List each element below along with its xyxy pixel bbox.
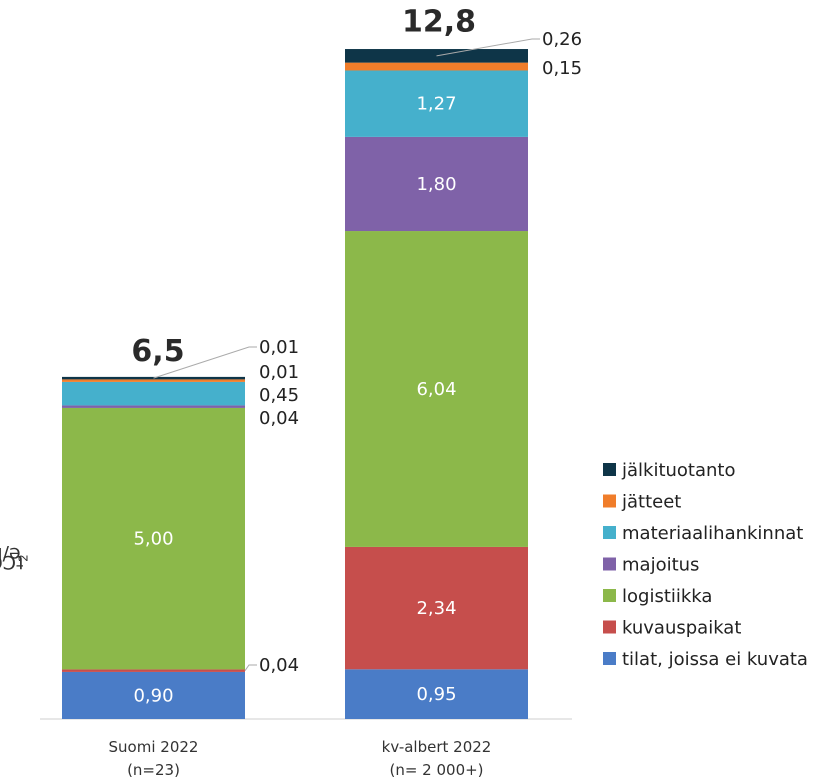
leader-line — [436, 38, 540, 57]
data-label: 1,27 — [416, 94, 456, 115]
total-label: 12,8 — [402, 5, 476, 40]
bar-segment-kv-albert-3 — [345, 136, 528, 232]
bar-segment-suomi-2 — [62, 407, 245, 670]
leader-line — [244, 664, 257, 671]
total-label: 6,5 — [131, 334, 184, 369]
legend-swatch — [603, 589, 616, 602]
data-label: 0,45 — [259, 385, 299, 406]
data-label: 0,15 — [542, 58, 582, 79]
data-label: 0,04 — [259, 655, 299, 676]
bar-segment-suomi-5 — [62, 379, 245, 382]
bar-segment-kv-albert-2 — [345, 231, 528, 547]
legend-label: materiaalihankinnat — [622, 523, 803, 544]
legend-swatch — [603, 652, 616, 665]
leader-line — [153, 346, 257, 379]
data-label: 0,90 — [133, 685, 173, 706]
data-label: 0,01 — [259, 362, 299, 383]
bar-segment-suomi-3 — [62, 405, 245, 408]
data-label: 2,34 — [416, 598, 456, 619]
legend-label: jälkituotanto — [621, 460, 736, 481]
data-label: 0,95 — [416, 684, 456, 705]
category-note: (n= 2 000+) — [389, 761, 483, 779]
bar-segment-kv-albert-4 — [345, 70, 528, 137]
data-label: 0,26 — [542, 29, 582, 50]
legend-swatch — [603, 557, 616, 571]
legend-label: tilat, joissa ei kuvata — [622, 649, 808, 670]
data-label: 0,01 — [259, 337, 299, 358]
legend-label: logistiikka — [622, 586, 712, 607]
data-label: 5,00 — [133, 529, 173, 550]
bar-segment-kv-albert-0 — [345, 669, 528, 719]
data-label: 6,04 — [416, 379, 456, 400]
bar-segment-suomi-0 — [62, 671, 245, 719]
legend-swatch — [603, 620, 616, 634]
legend: jälkituotanto jätteet materiaalihankinnat m… — [603, 460, 808, 670]
data-label: 0,04 — [259, 408, 299, 429]
legend-label: kuvauspaikat — [622, 618, 741, 639]
category-note: (n=23) — [127, 761, 180, 779]
legend-swatch — [603, 526, 616, 539]
category-label: kv-albert 2022 — [382, 738, 492, 756]
legend-swatch — [603, 494, 616, 508]
bar-segment-suomi-1 — [62, 669, 245, 672]
legend-label: jätteet — [621, 492, 681, 513]
bar-segment-kv-albert-1 — [345, 546, 528, 670]
legend-label: majoitus — [622, 555, 699, 576]
category-label: Suomi 2022 — [109, 738, 199, 756]
legend-swatch — [603, 463, 616, 476]
bar-segment-kv-albert-5 — [345, 62, 528, 71]
bar-segment-suomi-4 — [62, 381, 245, 406]
data-label: 1,80 — [416, 174, 456, 195]
